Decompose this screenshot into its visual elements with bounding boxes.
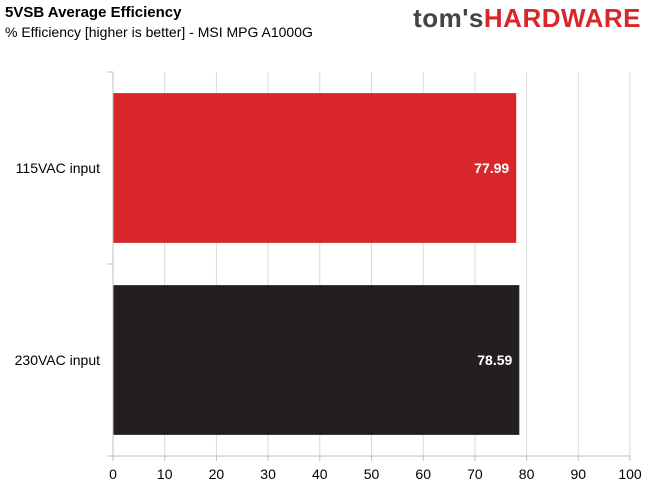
category-label: 230VAC input — [15, 352, 100, 368]
x-tick-label: 20 — [209, 466, 225, 482]
x-tick-label: 50 — [364, 466, 380, 482]
labels: 0 10 20 30 40 50 60 70 80 90 100 115VAC input 77.99 2… — [15, 160, 642, 482]
category-label: 115VAC input — [16, 160, 100, 176]
data-label: 77.99 — [474, 160, 509, 176]
x-tick-label: 100 — [618, 466, 642, 482]
data-label: 78.59 — [477, 352, 512, 368]
x-tick-label: 30 — [260, 466, 276, 482]
toms-hardware-logo: tom'sHARDWARE — [413, 3, 641, 34]
bar-2 — [113, 285, 520, 435]
x-tick-label: 70 — [467, 466, 483, 482]
bars — [113, 93, 520, 435]
logo-text-toms: tom's — [413, 3, 484, 33]
chart-subtitle: % Efficiency [higher is better] - MSI MP… — [5, 24, 313, 40]
x-tick-label: 0 — [109, 466, 117, 482]
logo-text-hardware: HARDWARE — [483, 3, 641, 33]
x-tick-label: 40 — [312, 466, 328, 482]
chart-title: 5VSB Average Efficiency — [5, 4, 182, 21]
axes — [107, 71, 631, 461]
x-tick-label: 60 — [415, 466, 431, 482]
x-tick-label: 80 — [519, 466, 535, 482]
x-tick-label: 10 — [157, 466, 173, 482]
bar-1 — [113, 93, 517, 243]
x-tick-label: 90 — [571, 466, 587, 482]
